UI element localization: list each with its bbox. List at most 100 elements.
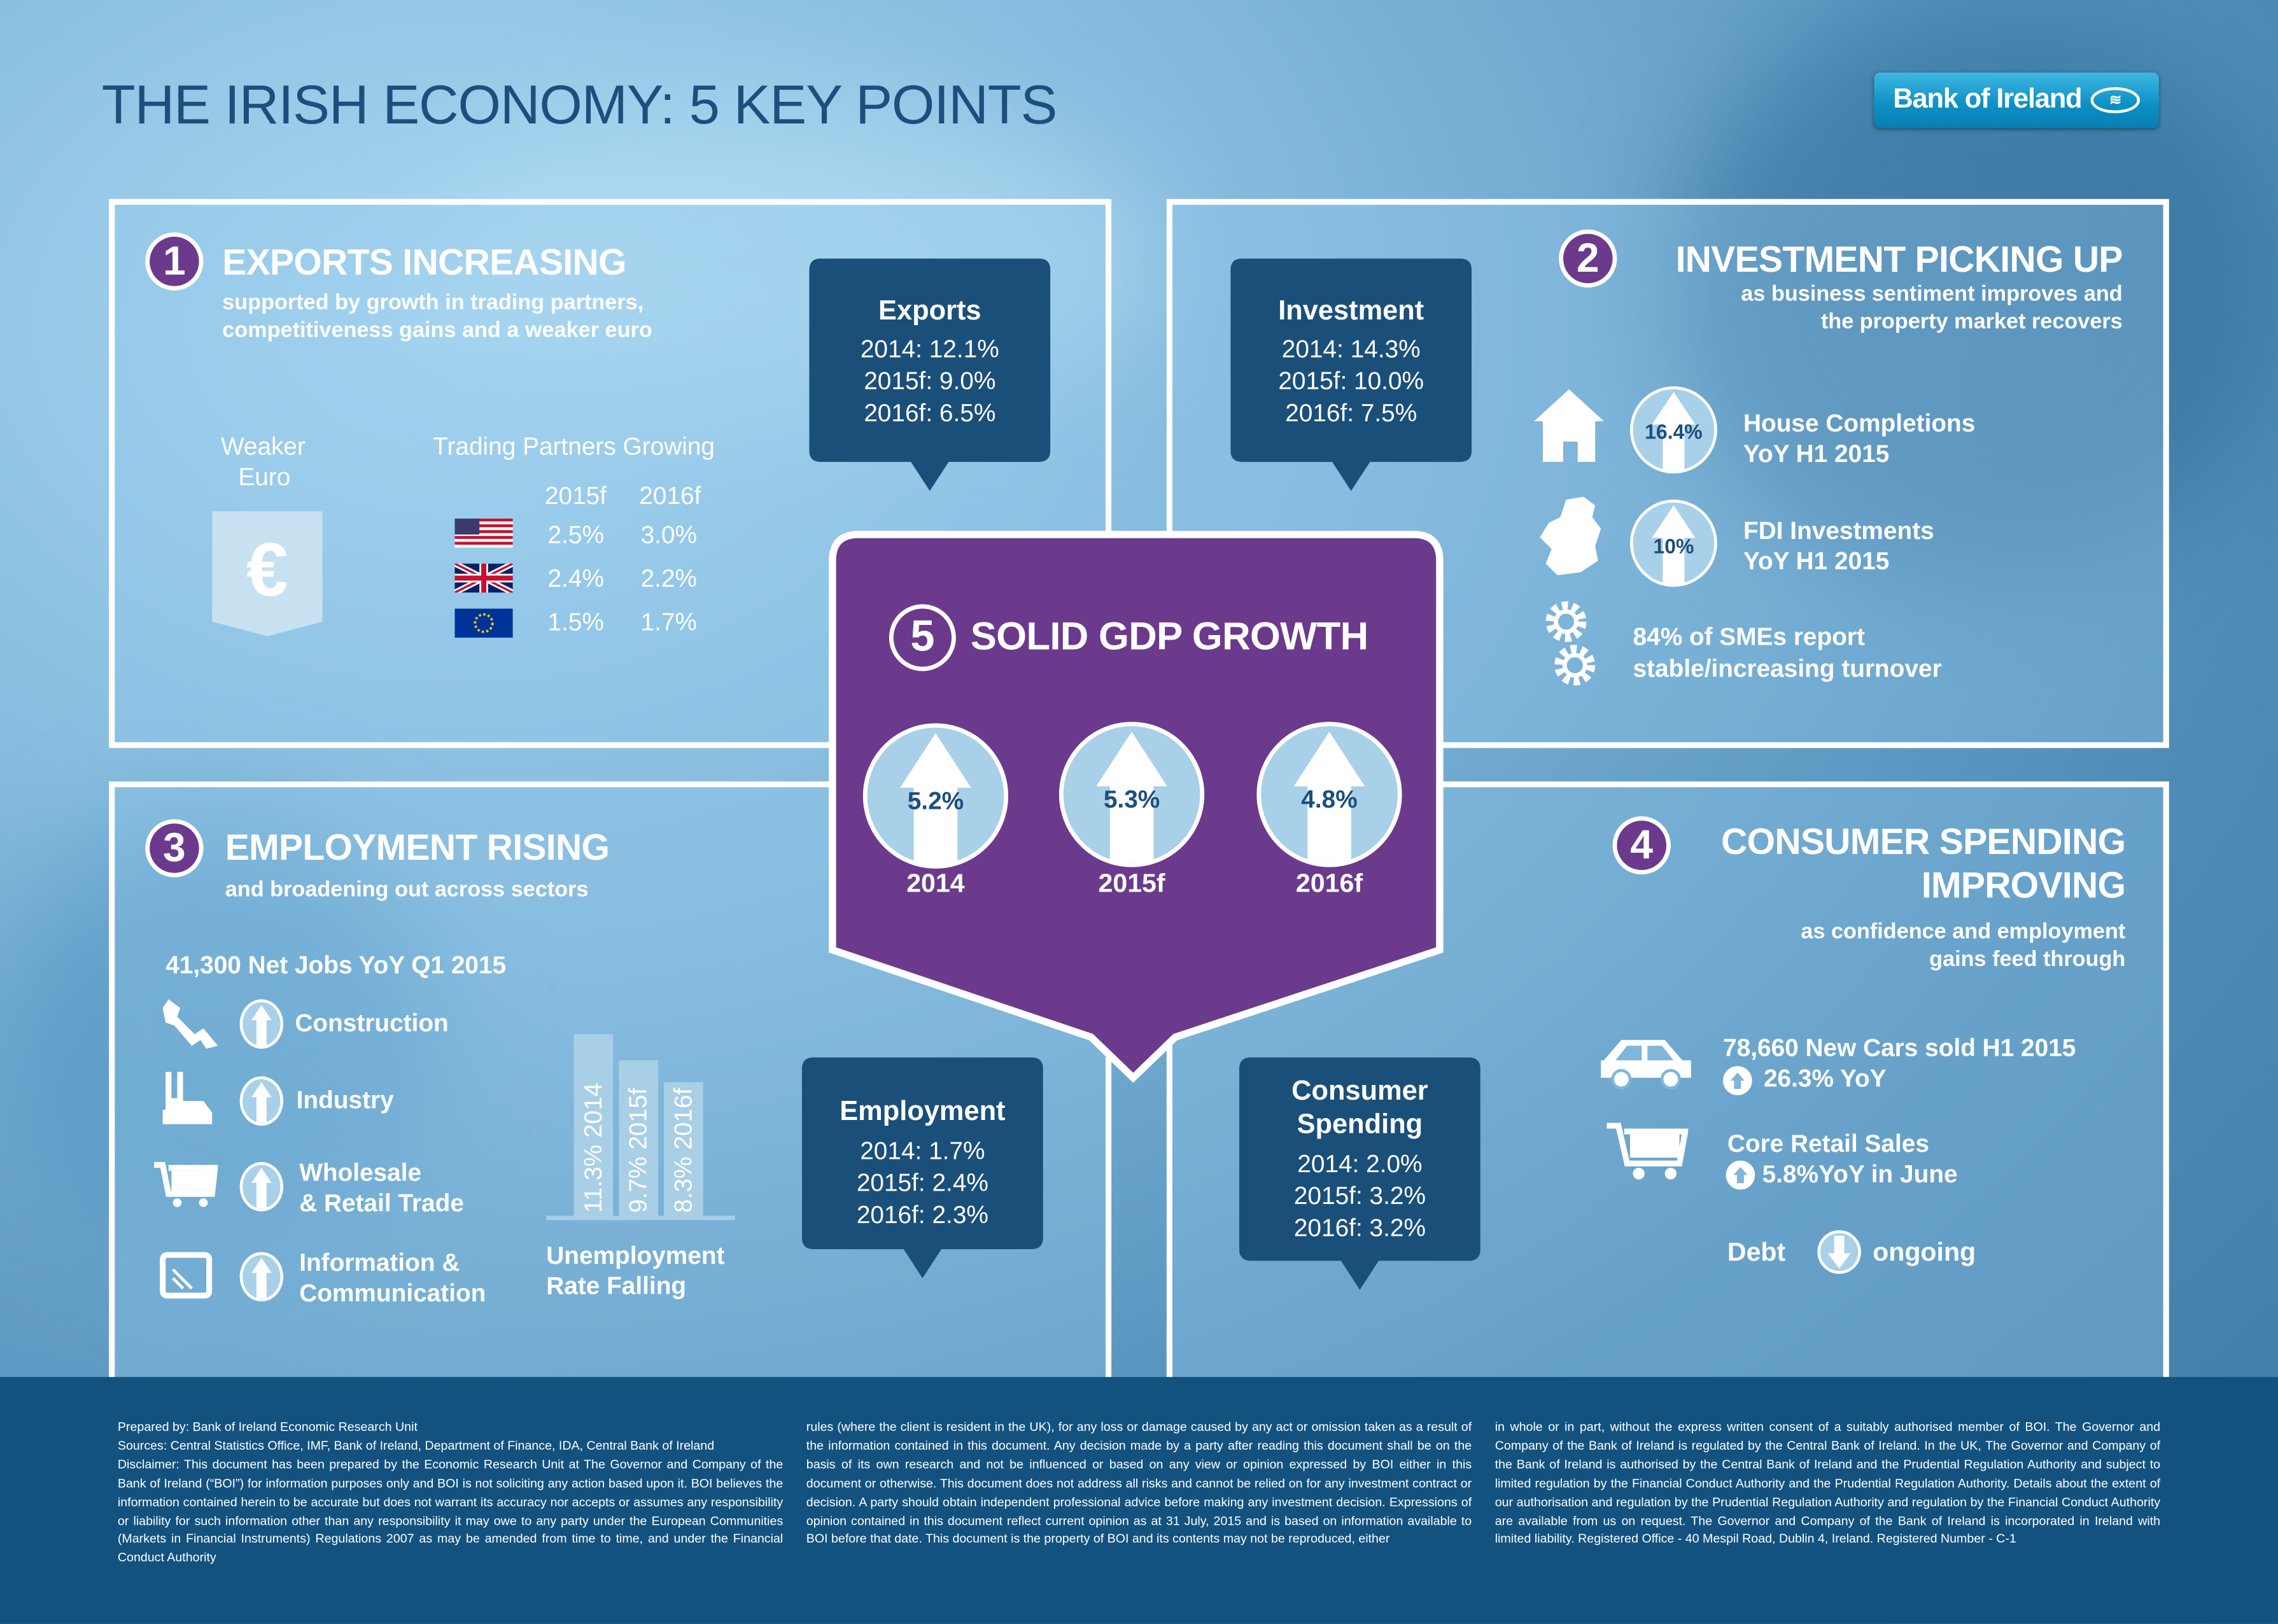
footer-col-3: in whole or in part, without the express… bbox=[1494, 1419, 2161, 1546]
consumer-callout: Consumer Spending 2014: 2.0% 2015f: 3.2%… bbox=[1239, 1057, 1480, 1293]
uk-2015: 2.4% bbox=[547, 564, 604, 593]
unemployment-bar-label: 11.3% 2014 bbox=[579, 1082, 608, 1213]
footer-col-2: rules (where the client is resident in t… bbox=[806, 1419, 1472, 1546]
core-retail-value: 5.8%YoY in June bbox=[1762, 1160, 1958, 1189]
screen-icon bbox=[160, 1252, 213, 1299]
industry-arrow-icon bbox=[239, 1076, 284, 1126]
unemployment-bar-label: 9.7% 2015f bbox=[624, 1088, 652, 1213]
employment-callout: Employment 2014: 1.7% 2015f: 2.4% 2016f:… bbox=[801, 1057, 1043, 1283]
exports-subtitle-2: competitiveness gains and a weaker euro bbox=[222, 318, 652, 343]
unemployment-baseline bbox=[546, 1215, 735, 1221]
col-2016f: 2016f bbox=[639, 482, 701, 510]
consumer-2015f: 2015f: 3.2% bbox=[1293, 1182, 1426, 1210]
unemployment-bar bbox=[664, 1082, 703, 1216]
car-icon bbox=[1601, 1040, 1691, 1089]
section-number-5: 5 bbox=[889, 604, 956, 671]
exports-heading: EXPORTS INCREASING bbox=[222, 242, 626, 284]
cart-icon bbox=[153, 1162, 218, 1207]
investment-2015f: 2015f: 10.0% bbox=[1278, 367, 1424, 395]
new-cars-label: 78,660 New Cars sold H1 2015 bbox=[1723, 1034, 2076, 1062]
house-completions-value: 16.4% bbox=[1645, 419, 1703, 444]
investment-callout-title: Investment bbox=[1278, 296, 1424, 327]
investment-2016f: 2016f: 7.5% bbox=[1285, 399, 1417, 428]
employment-2015f: 2015f: 2.4% bbox=[856, 1169, 988, 1197]
gdp-2014-value: 5.2% bbox=[907, 787, 964, 815]
exports-callout-title: Exports bbox=[878, 296, 981, 327]
employment-subtitle: and broadening out across sectors bbox=[225, 877, 589, 902]
gdp-2014-arrow-icon: 5.2% bbox=[862, 723, 1009, 869]
exports-2016f: 2016f: 6.5% bbox=[864, 399, 996, 428]
eu-flag-icon bbox=[454, 608, 513, 638]
employment-callout-title: Employment bbox=[840, 1096, 1006, 1128]
eu-2016: 1.7% bbox=[640, 608, 698, 636]
retail-cart-icon bbox=[1607, 1123, 1689, 1180]
fdi-label: FDI Investments bbox=[1743, 517, 1934, 545]
gdp-2015f-value: 5.3% bbox=[1103, 785, 1160, 814]
debt-down-arrow-icon bbox=[1817, 1230, 1861, 1274]
gdp-2015f-arrow-icon: 5.3% bbox=[1058, 722, 1205, 867]
unemployment-bar bbox=[619, 1060, 658, 1216]
footer-disclaimer: Prepared by: Bank of Ireland Economic Re… bbox=[0, 1376, 2278, 1624]
house-completions-period: YoY H1 2015 bbox=[1743, 440, 1890, 468]
unemployment-label-2: Rate Falling bbox=[546, 1272, 687, 1300]
wholesale-arrow-icon bbox=[239, 1162, 284, 1212]
house-completions-arrow-icon: 16.4% bbox=[1629, 386, 1717, 474]
section-number-2: 2 bbox=[1559, 229, 1617, 288]
sector-retail: & Retail Trade bbox=[299, 1189, 464, 1217]
debt-label: Debt bbox=[1727, 1237, 1786, 1267]
consumer-heading-1: CONSUMER SPENDING bbox=[1721, 822, 2126, 863]
section-number-4: 4 bbox=[1612, 816, 1671, 875]
consumer-2016f: 2016f: 3.2% bbox=[1293, 1214, 1426, 1242]
consumer-2014: 2014: 2.0% bbox=[1297, 1150, 1423, 1179]
weaker-euro-label-2: Euro bbox=[238, 463, 291, 491]
exports-2014: 2014: 12.1% bbox=[860, 335, 999, 363]
core-retail-label: Core Retail Sales bbox=[1727, 1130, 1929, 1158]
cars-up-arrow-icon bbox=[1723, 1066, 1752, 1096]
exports-2015f: 2015f: 9.0% bbox=[864, 367, 996, 395]
us-2015: 2.5% bbox=[547, 521, 604, 549]
employment-heading: EMPLOYMENT RISING bbox=[225, 828, 610, 869]
investment-subtitle-2: the property market recovers bbox=[1820, 309, 2123, 334]
trading-partners-title: Trading Partners Growing bbox=[433, 433, 715, 461]
house-completions-label: House Completions bbox=[1743, 409, 1976, 438]
eu-2015: 1.5% bbox=[547, 608, 604, 636]
ireland-map-icon bbox=[1540, 496, 1601, 575]
logo-text: Bank of Ireland bbox=[1893, 84, 2082, 115]
sme-line-1: 84% of SMEs report bbox=[1633, 623, 1865, 651]
employment-2016f: 2016f: 2.3% bbox=[856, 1201, 988, 1229]
consumer-callout-title-1: Consumer bbox=[1291, 1076, 1428, 1107]
retail-up-arrow-icon bbox=[1726, 1160, 1755, 1190]
euro-symbol: € bbox=[246, 528, 288, 612]
euro-banner-icon: € bbox=[212, 511, 323, 636]
fdi-arrow-icon: 10% bbox=[1629, 500, 1717, 587]
consumer-heading-2: IMPROVING bbox=[1921, 865, 2126, 907]
logo-emblem-icon: ≋ bbox=[2090, 87, 2140, 114]
gdp-2016f-year: 2016f bbox=[1295, 868, 1363, 898]
gdp-2016f-value: 4.8% bbox=[1301, 785, 1358, 814]
gdp-2015f-year: 2015f bbox=[1098, 868, 1165, 898]
fdi-value: 10% bbox=[1653, 534, 1694, 558]
sector-wholesale: Wholesale bbox=[299, 1159, 422, 1187]
ongoing-label: ongoing bbox=[1873, 1237, 1976, 1267]
net-jobs: 41,300 Net Jobs YoY Q1 2015 bbox=[165, 951, 507, 979]
house-icon bbox=[1534, 389, 1604, 462]
exports-subtitle-1: supported by growth in trading partners, bbox=[222, 290, 644, 316]
col-2015f: 2015f bbox=[544, 482, 607, 510]
investment-callout: Investment 2014: 14.3% 2015f: 10.0% 2016… bbox=[1230, 258, 1472, 494]
consumer-subtitle-2: gains feed through bbox=[1929, 947, 2126, 972]
fdi-period: YoY H1 2015 bbox=[1743, 547, 1890, 575]
us-2016: 3.0% bbox=[640, 521, 698, 549]
consumer-subtitle-1: as confidence and employment bbox=[1801, 919, 2126, 944]
gdp-2016f-arrow-icon: 4.8% bbox=[1256, 722, 1402, 867]
sector-industry: Industry bbox=[296, 1086, 394, 1114]
info-comm-arrow-icon bbox=[239, 1252, 284, 1302]
investment-heading: INVESTMENT PICKING UP bbox=[1675, 239, 2123, 281]
unemployment-bar bbox=[573, 1034, 614, 1216]
gdp-heading: SOLID GDP GROWTH bbox=[970, 614, 1368, 658]
construction-arrow-icon bbox=[239, 999, 284, 1049]
exports-callout: Exports 2014: 12.1% 2015f: 9.0% 2016f: 6… bbox=[809, 258, 1051, 494]
gdp-2014-year: 2014 bbox=[906, 868, 965, 898]
bank-of-ireland-logo[interactable]: Bank of Ireland ≋ bbox=[1874, 73, 2159, 128]
footer-col-1: Prepared by: Bank of Ireland Economic Re… bbox=[117, 1419, 784, 1565]
